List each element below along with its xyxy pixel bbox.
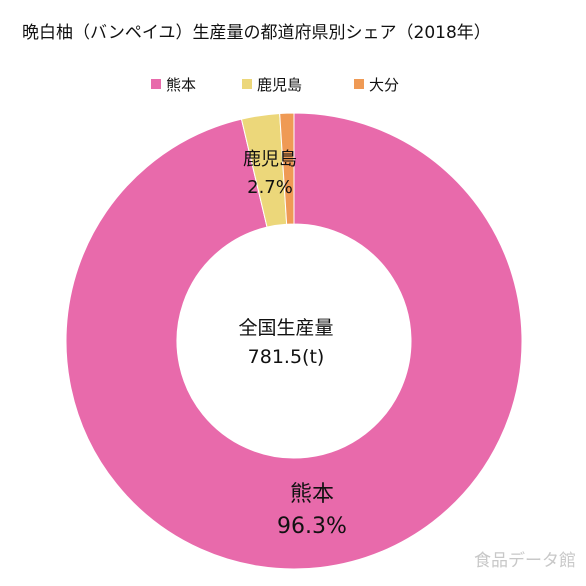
legend-label-1: 鹿児島 xyxy=(257,76,302,94)
legend-swatch-0 xyxy=(151,79,161,89)
legend-swatch-2 xyxy=(354,79,364,89)
slice-label-value-0: 96.3% xyxy=(277,514,347,539)
legend-label-2: 大分 xyxy=(369,76,399,94)
legend: 熊本 鹿児島 大分 xyxy=(151,76,399,94)
slice-label-value-1: 2.7% xyxy=(247,177,293,198)
slice-labels: 熊本 96.3% 鹿児島 2.7% xyxy=(243,149,347,539)
slices xyxy=(65,112,523,570)
legend-item-2: 大分 xyxy=(354,76,399,94)
slice-label-name-0: 熊本 xyxy=(290,482,334,507)
legend-label-0: 熊本 xyxy=(166,76,196,94)
center-value: 781.5(t) xyxy=(248,346,325,368)
slice-0 xyxy=(65,112,523,570)
legend-item-0: 熊本 xyxy=(151,76,196,94)
watermark: 食品データ館 xyxy=(474,550,576,571)
chart-title: 晩白柚（バンペイユ）生産量の都道府県別シェア（2018年） xyxy=(22,23,491,43)
legend-item-1: 鹿児島 xyxy=(242,76,302,94)
center-label: 全国生産量 xyxy=(238,317,333,339)
legend-swatch-1 xyxy=(242,79,252,89)
slice-2 xyxy=(279,112,295,225)
slice-label-name-1: 鹿児島 xyxy=(243,149,297,170)
